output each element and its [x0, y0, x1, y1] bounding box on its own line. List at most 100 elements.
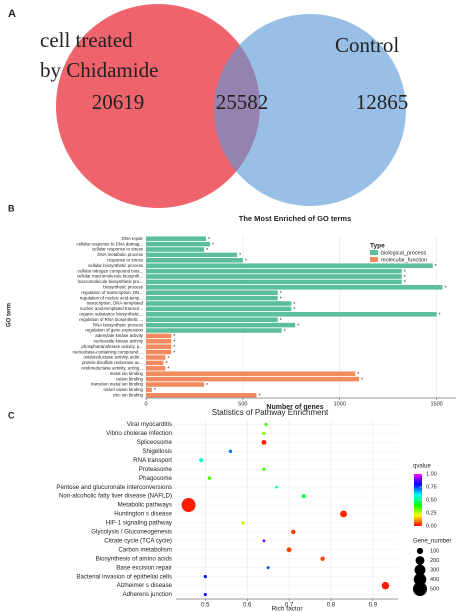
y-tick-label: adenylate kinase activity [95, 333, 143, 338]
bubble [291, 529, 296, 535]
y-tick-label: regulation of RNA biosynthetic ... [79, 317, 143, 322]
significance-label: * [212, 242, 214, 248]
y-tick-label: Citrate cycle (TCA cycle) [104, 537, 172, 544]
bubble [266, 566, 270, 570]
significance-label: * [245, 259, 247, 265]
legend-label: 0.50 [426, 497, 437, 503]
significance-label: * [165, 361, 167, 367]
significance-label: * [444, 286, 446, 292]
y-tick-label: nucleobase-containing compound ... [72, 349, 143, 354]
x-axis-title: Number of genes [266, 404, 323, 411]
x-tick-label: 0.5 [201, 603, 210, 609]
bar [146, 290, 278, 295]
y-tick-label: zinc ion binding [113, 392, 144, 397]
bubble [262, 539, 266, 543]
y-tick-label: transcription, DNA-templated [87, 301, 144, 306]
x-tick-label: 1500 [431, 401, 443, 407]
bar [146, 236, 207, 241]
y-tick-label: cellular macromolecule biosynth... [77, 274, 143, 279]
significance-label: * [404, 275, 406, 281]
y-tick-label: nucleic acid-templated transcri... [80, 306, 143, 311]
significance-label: * [284, 329, 286, 335]
bubble [301, 494, 306, 499]
significance-label: * [173, 350, 175, 356]
bar [146, 274, 402, 279]
bar [146, 241, 210, 247]
x-tick-label: 0.9 [369, 603, 378, 609]
significance-label: * [206, 248, 208, 254]
legend-title: Gene_number [413, 539, 451, 545]
legend-label: 500 [430, 586, 439, 592]
bubble [262, 467, 266, 471]
bubble [199, 458, 204, 463]
bar [146, 366, 166, 371]
bar [146, 360, 164, 366]
y-tick-label: RNA biosynthetic process [93, 322, 144, 327]
significance-label: * [239, 253, 241, 259]
significance-label: * [293, 307, 295, 313]
bubble [275, 485, 278, 489]
y-tick-label: macromolecule biosynthetic pro... [78, 279, 143, 284]
x-tick-label: 500 [238, 401, 247, 407]
y-tick-label: DNA repair [122, 236, 144, 241]
y-tick-label: Phagosome [139, 475, 173, 482]
bubble [261, 439, 267, 445]
legend-label: molecular_function [381, 257, 427, 263]
bar [146, 328, 282, 333]
significance-label: * [361, 377, 363, 383]
chart-title: The Most Enriched of GO terms [239, 214, 352, 223]
bar [146, 263, 433, 268]
bubble [286, 547, 292, 553]
bar [146, 344, 172, 349]
y-tick-label: Biosynthesis of amino acids [96, 555, 172, 562]
bar [146, 322, 296, 328]
region-count: 12865 [356, 90, 409, 114]
y-tick-label: Viral myocarditis [127, 421, 172, 428]
significance-label: * [280, 296, 282, 302]
bar [146, 295, 278, 301]
bar [146, 306, 292, 312]
significance-label: * [167, 367, 169, 373]
bubble [340, 510, 347, 518]
panel-label: A [8, 8, 16, 20]
x-axis-title: Rich factor [271, 606, 303, 612]
bubble [381, 581, 390, 590]
significance-label: * [167, 356, 169, 362]
legend-title: Type [370, 243, 385, 250]
significance-label: * [404, 280, 406, 286]
y-tick-label: metal ion binding [110, 371, 144, 376]
significance-label: * [280, 318, 282, 324]
bar [146, 252, 238, 258]
legend-label: 0.75 [426, 484, 437, 490]
region-count: 20619 [92, 90, 145, 114]
region-count: 25582 [216, 90, 269, 114]
bubble [241, 521, 245, 525]
bar [146, 333, 172, 339]
y-tick-label: oxidoreductase activity, actin... [84, 355, 143, 360]
bar [146, 382, 205, 387]
significance-label: * [173, 345, 175, 351]
y-tick-label: response to stress [107, 257, 144, 262]
bar [146, 355, 166, 360]
x-tick-label: 0.7 [285, 603, 294, 609]
size-key [413, 582, 427, 596]
legend-label: 1.00 [426, 471, 437, 477]
size-key [416, 547, 424, 555]
y-tick-label: Shigellosis [142, 448, 172, 455]
chart-title: Statistics of Pathway Enrichment [212, 408, 329, 417]
bar [146, 301, 292, 306]
significance-label: * [357, 372, 359, 378]
y-tick-label: Proteasome [139, 466, 173, 473]
y-tick-label: HIF-1 signaling pathway [106, 520, 173, 527]
significance-label: * [435, 264, 437, 270]
size-key [413, 573, 427, 586]
y-tick-label: regulation of gene expression [85, 328, 143, 333]
legend-title: qvalue [413, 464, 431, 470]
x-tick-label: 1000 [334, 401, 346, 407]
y-tick-label: organic substance biosynthetic... [79, 311, 143, 316]
y-tick-label: cation binding [116, 376, 144, 381]
bar [146, 371, 356, 376]
y-tick-label: DNA metabolic process [97, 252, 143, 257]
colorbar [414, 474, 422, 526]
